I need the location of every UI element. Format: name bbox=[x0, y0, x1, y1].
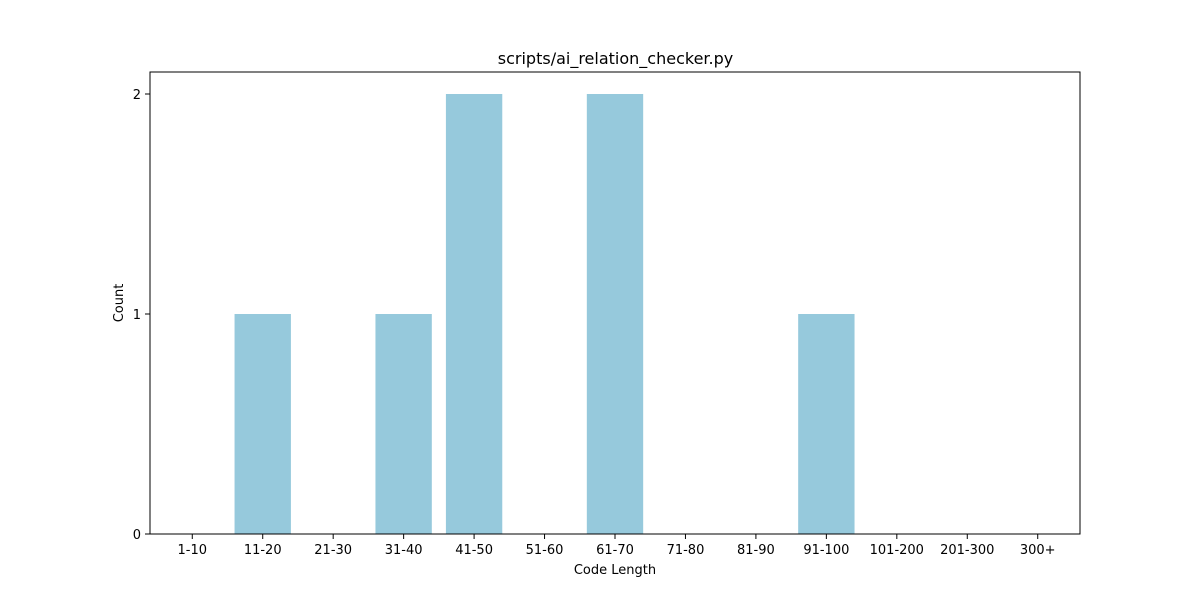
bar-61-70 bbox=[586, 94, 644, 534]
x-tick-label: 61-70 bbox=[596, 543, 634, 558]
y-axis-label: Count bbox=[112, 284, 127, 323]
bar-31-40 bbox=[375, 314, 432, 534]
x-tick-label: 101-200 bbox=[870, 543, 924, 558]
x-tick-label: 300+ bbox=[1020, 543, 1056, 558]
bar-41-50 bbox=[445, 94, 503, 534]
x-tick-label: 51-60 bbox=[526, 543, 564, 558]
x-tick-label: 31-40 bbox=[385, 543, 423, 558]
y-tick-label: 1 bbox=[133, 308, 141, 323]
x-tick-label: 201-300 bbox=[940, 543, 994, 558]
x-axis-label: Code Length bbox=[574, 563, 656, 578]
y-tick-label: 0 bbox=[133, 528, 141, 543]
y-axis: 0 1 2 bbox=[133, 88, 150, 543]
x-axis: 1-10 11-20 21-30 31-40 41-50 51-60 61-70 71-80 8… bbox=[178, 534, 1056, 558]
x-tick-label: 21-30 bbox=[314, 543, 352, 558]
bars-group bbox=[234, 94, 855, 534]
x-tick-label: 41-50 bbox=[455, 543, 493, 558]
x-tick-label: 11-20 bbox=[244, 543, 282, 558]
y-tick-label: 2 bbox=[133, 88, 141, 103]
bar-11-20 bbox=[234, 314, 291, 534]
x-tick-label: 71-80 bbox=[667, 543, 705, 558]
x-tick-label: 1-10 bbox=[178, 543, 208, 558]
chart-title: scripts/ai_relation_checker.py bbox=[498, 49, 733, 69]
x-tick-label: 91-100 bbox=[803, 543, 849, 558]
x-tick-label: 81-90 bbox=[737, 543, 775, 558]
bar-91-100 bbox=[798, 314, 855, 534]
